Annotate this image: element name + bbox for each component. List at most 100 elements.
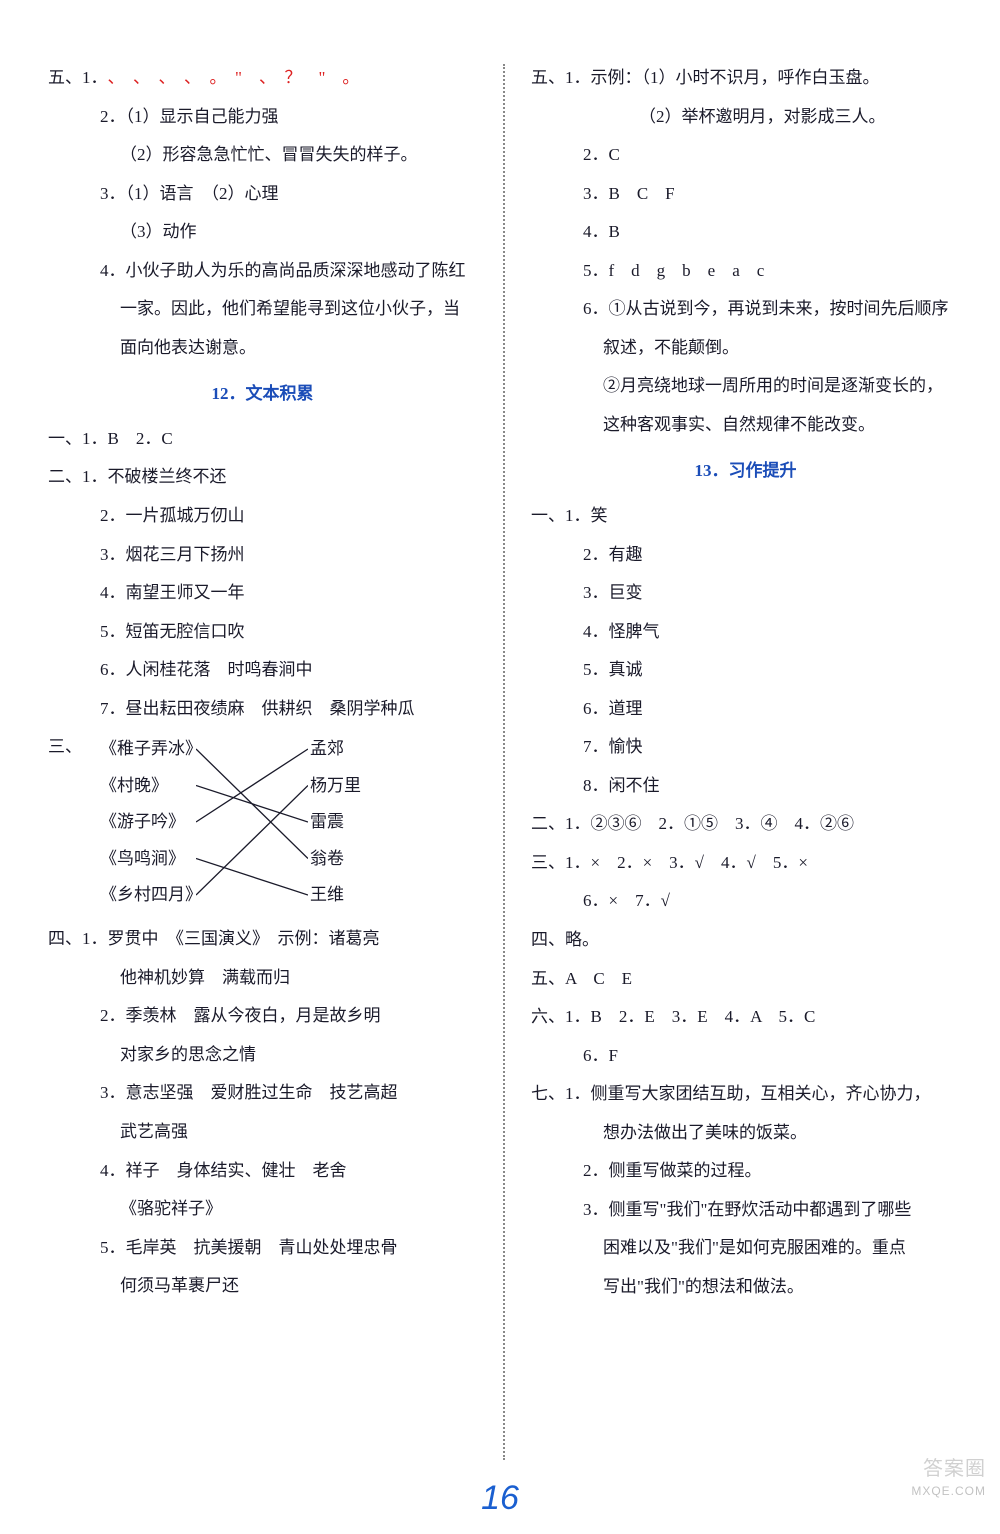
label: 七、 bbox=[531, 1076, 565, 1113]
l-sec2-2: 2．一片孤城万仞山 bbox=[48, 498, 477, 535]
match-left-list: 《稚子弄冰》 《村晚》 《游子吟》 《鸟鸣涧》 《乡村四月》 bbox=[100, 731, 202, 914]
text: 1．B 2．E 3．E 4．A 5．C bbox=[565, 999, 815, 1036]
label: 四、 bbox=[48, 921, 82, 958]
text: 1．侧重写大家团结互助，互相关心，齐心协力， bbox=[565, 1076, 931, 1113]
l-sec2-7: 7．昼出耘田夜绩麻 供耕织 桑阴学种瓜 bbox=[48, 691, 477, 728]
r-sec7-2: 2．侧重写做菜的过程。 bbox=[531, 1153, 960, 1190]
l-sec4-5a: 5．毛岸英 抗美援朝 青山处处埋忠骨 bbox=[48, 1230, 477, 1267]
l-sec4-1a: 四、 1．罗贯中 《三国演义》 示例：诸葛亮 bbox=[48, 921, 477, 958]
label: 三、 bbox=[48, 729, 82, 766]
mr-4: 王维 bbox=[310, 877, 361, 914]
r-sec7-3a: 3．侧重写"我们"在野炊活动中都遇到了哪些 bbox=[531, 1192, 960, 1229]
r-sec1-3: 3．巨变 bbox=[531, 575, 960, 612]
heading-12: 12．文本积累 bbox=[48, 376, 477, 413]
l-sec2-3: 3．烟花三月下扬州 bbox=[48, 537, 477, 574]
r-sec5-5: 5．f d g b e a c bbox=[531, 253, 960, 290]
left-column: 五、 1． 、 、 、 、 。 " 、 ？ " 。 2．（1）显示自己能力强 （… bbox=[48, 60, 503, 1464]
l-sec4-3a: 3．意志坚强 爱财胜过生命 技艺高超 bbox=[48, 1075, 477, 1112]
watermark-cn: 答案圈 bbox=[911, 1455, 986, 1483]
label: 二、 bbox=[48, 459, 82, 496]
text: A C E bbox=[565, 961, 632, 998]
watermark: 答案圈 MXQE.COM bbox=[911, 1455, 986, 1500]
r-sec5-2: 2．C bbox=[531, 137, 960, 174]
r-sec1-4: 4．怪脾气 bbox=[531, 614, 960, 651]
l-s5-2-1: 2．（1）显示自己能力强 bbox=[48, 99, 477, 136]
l-sec2-6: 6．人闲桂花落 时鸣春涧中 bbox=[48, 652, 477, 689]
r-sec1-1: 一、 1．笑 bbox=[531, 498, 960, 535]
label: 二、 bbox=[531, 806, 565, 843]
match-lines bbox=[196, 737, 308, 913]
r-sec1-2: 2．有趣 bbox=[531, 537, 960, 574]
text: 1．× 2．× 3．√ 4．√ 5．× bbox=[565, 845, 808, 882]
r-sec5-1b: （2）举杯邀明月，对影成三人。 bbox=[531, 99, 960, 136]
l-sec4-4b: 《骆驼祥子》 bbox=[48, 1191, 477, 1228]
text: 1．示例：（1）小时不识月，呼作白玉盘。 bbox=[565, 60, 880, 97]
l-sec2-4: 4．南望王师又一年 bbox=[48, 575, 477, 612]
heading-13: 13．习作提升 bbox=[531, 453, 960, 490]
l-sec2-1: 二、 1．不破楼兰终不还 bbox=[48, 459, 477, 496]
page: 五、 1． 、 、 、 、 。 " 、 ？ " 。 2．（1）显示自己能力强 （… bbox=[0, 0, 1000, 1534]
text: 1．不破楼兰终不还 bbox=[82, 459, 227, 496]
text: 1．罗贯中 《三国演义》 示例：诸葛亮 bbox=[82, 921, 380, 958]
mr-0: 孟郊 bbox=[310, 731, 361, 768]
mr-1: 杨万里 bbox=[310, 768, 361, 805]
r-sec1-7: 7．愉快 bbox=[531, 729, 960, 766]
label: 五、 bbox=[531, 60, 565, 97]
watermark-en: MXQE.COM bbox=[911, 1483, 986, 1500]
mr-2: 雷震 bbox=[310, 804, 361, 841]
r-sec5-6d: 这种客观事实、自然规律不能改变。 bbox=[531, 407, 960, 444]
r-sec5b: 五、 A C E bbox=[531, 961, 960, 998]
ml-1: 《村晚》 bbox=[100, 768, 202, 805]
l-sec4-2b: 对家乡的思念之情 bbox=[48, 1037, 477, 1074]
text: 1．B 2．C bbox=[82, 421, 173, 458]
l-s5-2-2: （2）形容急急忙忙、冒冒失失的样子。 bbox=[48, 137, 477, 174]
r-sec6-1: 六、 1．B 2．E 3．E 4．A 5．C bbox=[531, 999, 960, 1036]
ml-2: 《游子吟》 bbox=[100, 804, 202, 841]
text: 1．笑 bbox=[565, 498, 608, 535]
l-s5-3-2: （3）动作 bbox=[48, 214, 477, 251]
l-s5-1: 五、 1． 、 、 、 、 。 " 、 ？ " 。 bbox=[48, 60, 477, 97]
r-sec7-1b: 想办法做出了美味的饭菜。 bbox=[531, 1115, 960, 1152]
l-sec2-5: 5．短笛无腔信口吹 bbox=[48, 614, 477, 651]
r-sec1-5: 5．真诚 bbox=[531, 652, 960, 689]
ml-0: 《稚子弄冰》 bbox=[100, 731, 202, 768]
r-sec5-1a: 五、 1．示例：（1）小时不识月，呼作白玉盘。 bbox=[531, 60, 960, 97]
label: 六、 bbox=[531, 999, 565, 1036]
l-s5-4-2: 一家。因此，他们希望能寻到这位小伙子，当 bbox=[48, 291, 477, 328]
r-sec4: 四、 略。 bbox=[531, 922, 960, 959]
mr-3: 翁卷 bbox=[310, 841, 361, 878]
l-s5-4-1: 4．小伙子助人为乐的高尚品质深深地感动了陈红 bbox=[48, 253, 477, 290]
r-sec5-3: 3．B C F bbox=[531, 176, 960, 213]
r-sec2: 二、 1．②③⑥ 2．①⑤ 3．④ 4．②⑥ bbox=[531, 806, 960, 843]
label: 五、 bbox=[531, 961, 565, 998]
l-sec4-5b: 何须马革裹尸还 bbox=[48, 1268, 477, 1305]
r-sec1-6: 6．道理 bbox=[531, 691, 960, 728]
right-column: 五、 1．示例：（1）小时不识月，呼作白玉盘。 （2）举杯邀明月，对影成三人。 … bbox=[505, 60, 960, 1464]
text: 略。 bbox=[565, 922, 599, 959]
l-s5-4-3: 面向他表达谢意。 bbox=[48, 330, 477, 367]
l-sec4-3b: 武艺高强 bbox=[48, 1114, 477, 1151]
page-number: 16 bbox=[481, 1479, 519, 1518]
match-box: 《稚子弄冰》 《村晚》 《游子吟》 《鸟鸣涧》 《乡村四月》 孟郊 杨万里 雷震… bbox=[100, 731, 477, 917]
label: 三、 bbox=[531, 845, 565, 882]
text: 1．②③⑥ 2．①⑤ 3．④ 4．②⑥ bbox=[565, 806, 854, 843]
label: 五、 bbox=[48, 60, 82, 97]
r-sec5-6c: ②月亮绕地球一周所用的时间是逐渐变长的， bbox=[531, 368, 960, 405]
label: 一、 bbox=[48, 421, 82, 458]
l-sec1: 一、 1．B 2．C bbox=[48, 421, 477, 458]
r-sec3-2: 6．× 7．√ bbox=[531, 883, 960, 920]
l-sec4-1b: 他神机妙算 满载而归 bbox=[48, 960, 477, 997]
r-sec5-4: 4．B bbox=[531, 214, 960, 251]
r-sec6-2: 6．F bbox=[531, 1038, 960, 1075]
label: 四、 bbox=[531, 922, 565, 959]
ml-4: 《乡村四月》 bbox=[100, 877, 202, 914]
l-s5-3-1: 3．（1）语言 （2）心理 bbox=[48, 176, 477, 213]
match-right-list: 孟郊 杨万里 雷震 翁卷 王维 bbox=[310, 731, 361, 914]
r-sec7-3c: 写出"我们"的想法和做法。 bbox=[531, 1269, 960, 1306]
item-label: 1． bbox=[82, 60, 108, 97]
label: 一、 bbox=[531, 498, 565, 535]
punct-marks: 、 、 、 、 。 " 、 ？ " 。 bbox=[108, 60, 360, 97]
r-sec1-8: 8．闲不住 bbox=[531, 768, 960, 805]
r-sec5-6b: 叙述，不能颠倒。 bbox=[531, 330, 960, 367]
r-sec5-6a: 6．①从古说到今，再说到未来，按时间先后顺序 bbox=[531, 291, 960, 328]
